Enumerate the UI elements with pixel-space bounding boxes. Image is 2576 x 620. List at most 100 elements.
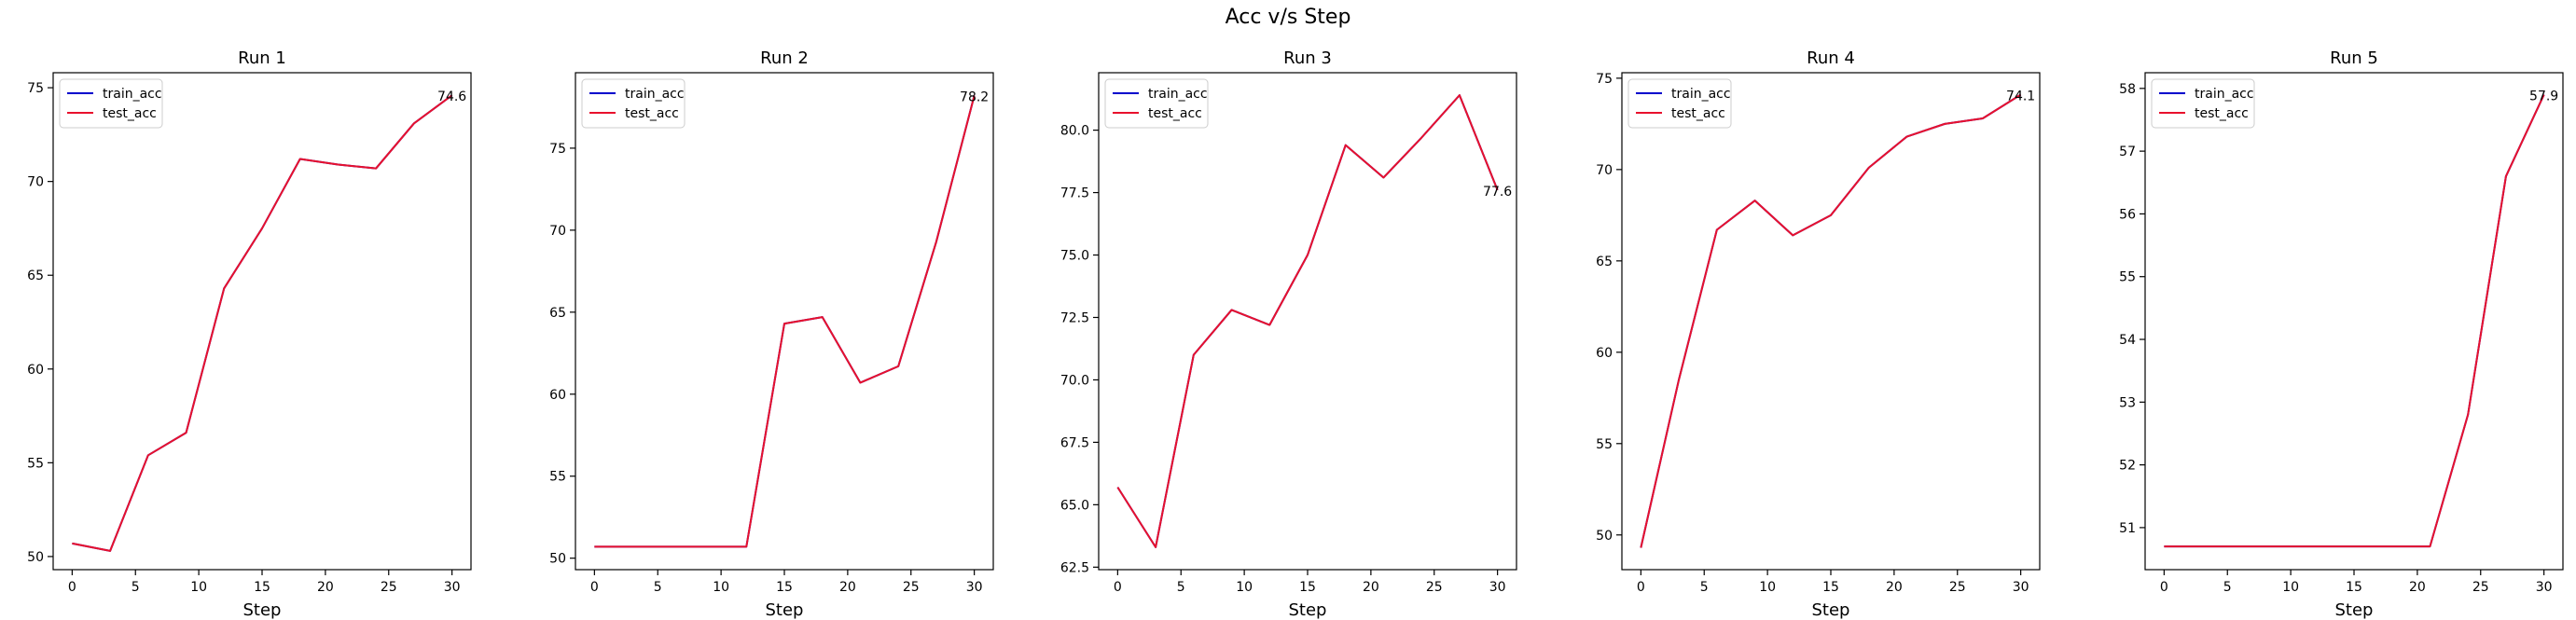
x-tick-label: 20 (1886, 580, 1903, 595)
y-tick-label: 75 (549, 142, 566, 157)
data-label: 74.6 (437, 90, 466, 104)
x-tick-label: 10 (1236, 580, 1253, 595)
legend-box (2151, 78, 2255, 129)
legend-label: test_acc (1148, 106, 1202, 121)
legend-label: train_acc (103, 87, 162, 102)
y-tick-label: 70 (27, 175, 44, 190)
x-tick-label: 25 (1426, 580, 1443, 595)
chart-panel-1: Run 1 74.6 0 5 10 15 20 25 30 50 55 60 65 70 75 Step tra… (27, 48, 472, 620)
chart-panel-5: Run 5 57.9 0 5 10 15 20 25 30 51 52 53 54 55 56 57 58 Ste… (2119, 48, 2564, 620)
x-tick-label: 10 (2282, 580, 2299, 595)
y-tick-label: 56 (2119, 207, 2136, 222)
x-tick-label: 5 (1700, 580, 1709, 595)
y-tick-label: 70 (1596, 163, 1613, 178)
legend-box (59, 78, 163, 129)
y-tick-label: 65 (549, 306, 566, 321)
x-tick-label: 0 (1637, 580, 1645, 595)
legend-label: test_acc (103, 106, 157, 121)
x-tick-label: 5 (132, 580, 140, 595)
y-tick-label: 72.5 (1060, 310, 1089, 325)
legend: train_acc test_acc (1104, 78, 1209, 129)
legend: train_acc test_acc (581, 78, 686, 129)
x-tick-label: 5 (1177, 580, 1185, 595)
x-tick-label: 0 (1114, 580, 1122, 595)
y-tick-label: 54 (2119, 333, 2136, 348)
y-tick-label: 67.5 (1060, 435, 1089, 450)
legend-label: test_acc (1671, 106, 1725, 121)
x-tick-label: 30 (2013, 580, 2029, 595)
y-tick-label: 80.0 (1060, 124, 1089, 139)
y-tick-label: 50 (1596, 529, 1613, 544)
y-tick-label: 55 (2119, 270, 2136, 285)
series-line-train_acc (72, 94, 453, 552)
x-axis-label: Step (1289, 600, 1327, 620)
x-tick-label: 25 (903, 580, 920, 595)
x-tick-label: 10 (1759, 580, 1776, 595)
x-tick-label: 30 (966, 580, 983, 595)
legend-label: test_acc (2195, 106, 2249, 121)
x-tick-label: 20 (1363, 580, 1379, 595)
x-tick-label: 15 (1822, 580, 1839, 595)
y-tick-label: 53 (2119, 395, 2136, 410)
x-tick-label: 20 (317, 580, 334, 595)
y-tick-label: 75 (1596, 72, 1613, 87)
legend-label: train_acc (1148, 87, 1208, 102)
figure-title: Acc v/s Step (1225, 6, 1351, 29)
plot-frame (52, 72, 472, 571)
x-tick-label: 0 (2160, 580, 2168, 595)
x-tick-label: 10 (713, 580, 729, 595)
x-tick-label: 30 (1489, 580, 1506, 595)
plot-frame (1621, 72, 2041, 571)
legend-box (1104, 78, 1209, 129)
x-tick-label: 5 (2223, 580, 2232, 595)
x-tick-label: 10 (190, 580, 207, 595)
y-tick-label: 65 (1596, 255, 1613, 269)
chart-title: Run 4 (1807, 48, 1855, 68)
x-tick-label: 25 (1949, 580, 1966, 595)
x-tick-label: 0 (590, 580, 599, 595)
y-tick-label: 75 (27, 81, 44, 96)
legend: train_acc test_acc (1627, 78, 1732, 129)
y-tick-label: 60 (1596, 346, 1613, 361)
legend-label: train_acc (2195, 87, 2254, 102)
chart-panel-3: Run 3 77.6 0 5 10 15 20 25 30 62.5 65.0 67.5 70.0 72.… (1060, 48, 1517, 620)
legend-label: test_acc (625, 106, 679, 121)
x-tick-label: 25 (2472, 580, 2489, 595)
series-line-test_acc (2164, 94, 2545, 548)
y-tick-label: 70.0 (1060, 373, 1089, 388)
plot-frame (2144, 72, 2564, 571)
y-tick-label: 77.5 (1060, 186, 1089, 201)
x-tick-label: 15 (776, 580, 793, 595)
chart-panel-4: Run 4 74.1 0 5 10 15 20 25 30 50 55 60 65 70 75 Step tra… (1596, 48, 2041, 620)
data-label: 74.1 (2006, 90, 2035, 104)
y-tick-label: 70 (549, 224, 566, 239)
x-tick-label: 20 (839, 580, 856, 595)
y-tick-label: 75.0 (1060, 249, 1089, 264)
plot-frame (575, 72, 994, 571)
x-tick-label: 15 (1299, 580, 1316, 595)
x-tick-label: 30 (444, 580, 461, 595)
y-tick-label: 55 (1596, 437, 1613, 452)
legend: train_acc test_acc (2151, 78, 2255, 129)
legend-label: train_acc (625, 87, 685, 102)
series-line-train_acc (2164, 94, 2545, 548)
chart-title: Run 2 (760, 48, 809, 68)
chart-panel-2: Run 2 78.2 0 5 10 15 20 25 30 50 55 60 65 70 75 Step tra… (549, 48, 994, 620)
x-tick-label: 15 (2346, 580, 2362, 595)
data-label: 57.9 (2529, 90, 2558, 104)
series-line-test_acc (1640, 93, 2022, 548)
series-line-train_acc (594, 95, 976, 548)
y-tick-label: 55 (27, 456, 44, 471)
x-axis-label: Step (766, 600, 804, 620)
chart-title: Run 1 (238, 48, 286, 68)
y-tick-label: 57 (2119, 145, 2136, 159)
y-tick-label: 55 (549, 470, 566, 485)
y-tick-label: 65 (27, 269, 44, 283)
series-line-train_acc (1640, 93, 2022, 548)
y-tick-label: 50 (549, 552, 566, 567)
x-tick-label: 20 (2409, 580, 2426, 595)
legend-box (1627, 78, 1732, 129)
x-axis-label: Step (1812, 600, 1850, 620)
y-tick-label: 60 (27, 363, 44, 378)
